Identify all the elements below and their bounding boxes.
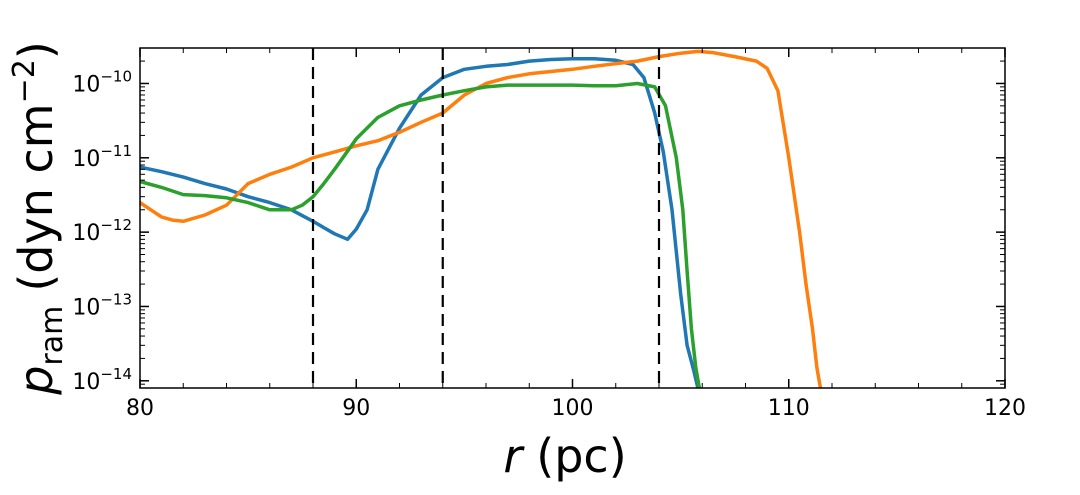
series-layer bbox=[140, 49, 823, 388]
plot-frame bbox=[139, 47, 1006, 389]
y-axis-label-unit-a: (dyn cm bbox=[9, 103, 63, 291]
series-line-blue bbox=[140, 57, 700, 388]
y-tick-label: 10−13 bbox=[72, 290, 132, 320]
y-tick-label: 10−11 bbox=[72, 142, 132, 172]
x-axis-label-unit: (pc) bbox=[536, 429, 626, 483]
y-axis-label-var: p bbox=[9, 366, 63, 396]
y-tick-label: 10−14 bbox=[72, 365, 132, 395]
tick-layer: 80 90 100 110 120 10−14 10−13 10−12 10−11 10−10 bbox=[72, 47, 1026, 421]
x-tick-label: 80 bbox=[126, 396, 154, 421]
series-line-green bbox=[140, 81, 702, 388]
y-axis-label-unit-b: ) bbox=[9, 41, 63, 59]
y-axis-label-sub: ram bbox=[35, 306, 70, 366]
x-axis-label: r (pc) bbox=[503, 429, 626, 483]
x-axis-label-var: r bbox=[503, 429, 525, 483]
vline-layer bbox=[311, 48, 661, 388]
x-tick-label: 120 bbox=[984, 396, 1026, 421]
x-tick-label: 110 bbox=[768, 396, 810, 421]
x-tick-label: 90 bbox=[342, 396, 370, 421]
series-line-orange bbox=[140, 49, 823, 388]
y-tick-label: 10−12 bbox=[72, 216, 132, 246]
y-axis-label-exp: −2 bbox=[7, 59, 42, 103]
y-tick-label: 10−10 bbox=[72, 67, 132, 97]
y-axis-label: pram (dyn cm−2) bbox=[7, 41, 70, 396]
x-tick-label: 100 bbox=[552, 396, 594, 421]
